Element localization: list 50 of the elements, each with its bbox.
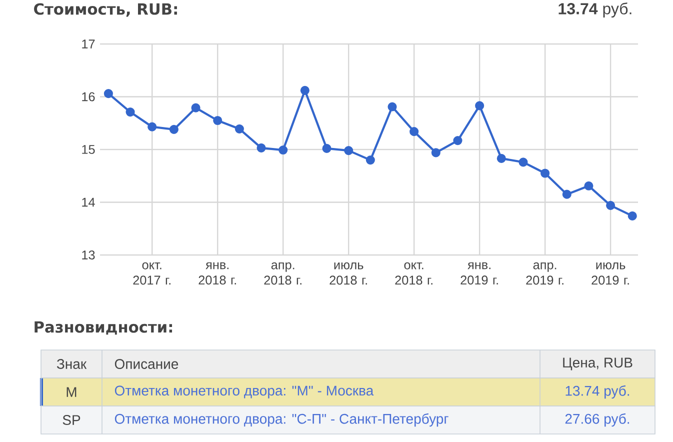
point [431, 148, 440, 158]
x-tick-label: июль 2018 г. [330, 262, 367, 285]
y-tick-label: 17 [82, 40, 95, 48]
point [191, 103, 200, 112]
point [584, 181, 594, 190]
text: Отметка монетного двора: "С-П" - Санкт-Петербург [114, 413, 448, 427]
point [453, 136, 462, 146]
x-tick-label: апр. 2019 г. [526, 262, 564, 285]
x-tick-label: июль 2019 г. [592, 262, 629, 285]
point [300, 86, 310, 95]
point [366, 156, 375, 165]
point [104, 89, 113, 98]
text: Разновидности: [34, 321, 172, 335]
point [126, 108, 135, 117]
y-tick-label: 14 [82, 198, 95, 207]
y-tick-label: 15 [82, 145, 95, 154]
point [628, 211, 637, 220]
point [606, 200, 616, 210]
x-tick-label: янв. 2018 г. [198, 262, 236, 285]
text: M [66, 387, 76, 397]
text: Описание [114, 359, 178, 369]
point [540, 168, 550, 178]
y-tick-label: 16 [82, 92, 95, 102]
point [278, 145, 288, 155]
point [213, 116, 222, 126]
point [562, 190, 572, 199]
point [496, 154, 506, 164]
chart-title: Стоимость, RUB: [34, 3, 177, 17]
point [169, 124, 178, 134]
text: SP [62, 415, 80, 425]
point [388, 102, 397, 112]
point [518, 158, 528, 167]
text: Цена, RUB [563, 358, 632, 370]
x-tick-label: янв. 2019 г. [460, 262, 498, 285]
chart-subtitle: 13.74 руб. [558, 2, 632, 18]
text: Знак [56, 359, 87, 369]
point [256, 143, 266, 152]
y-tick-label: 13 [82, 250, 95, 260]
point [322, 144, 332, 153]
point [410, 127, 419, 136]
x-tick-label: апр. 2018 г. [264, 262, 302, 285]
text: Отметка монетного двора: "M" - Москва [114, 386, 374, 398]
x-tick-label: окт. 2017 г. [133, 262, 170, 285]
x-tick-label: окт. 2018 г. [395, 262, 432, 285]
point [344, 146, 354, 156]
text: 13.74 руб. [566, 385, 630, 399]
text: 27.66 руб. [565, 413, 630, 427]
point [234, 124, 244, 134]
point [148, 122, 157, 132]
point [475, 101, 484, 110]
